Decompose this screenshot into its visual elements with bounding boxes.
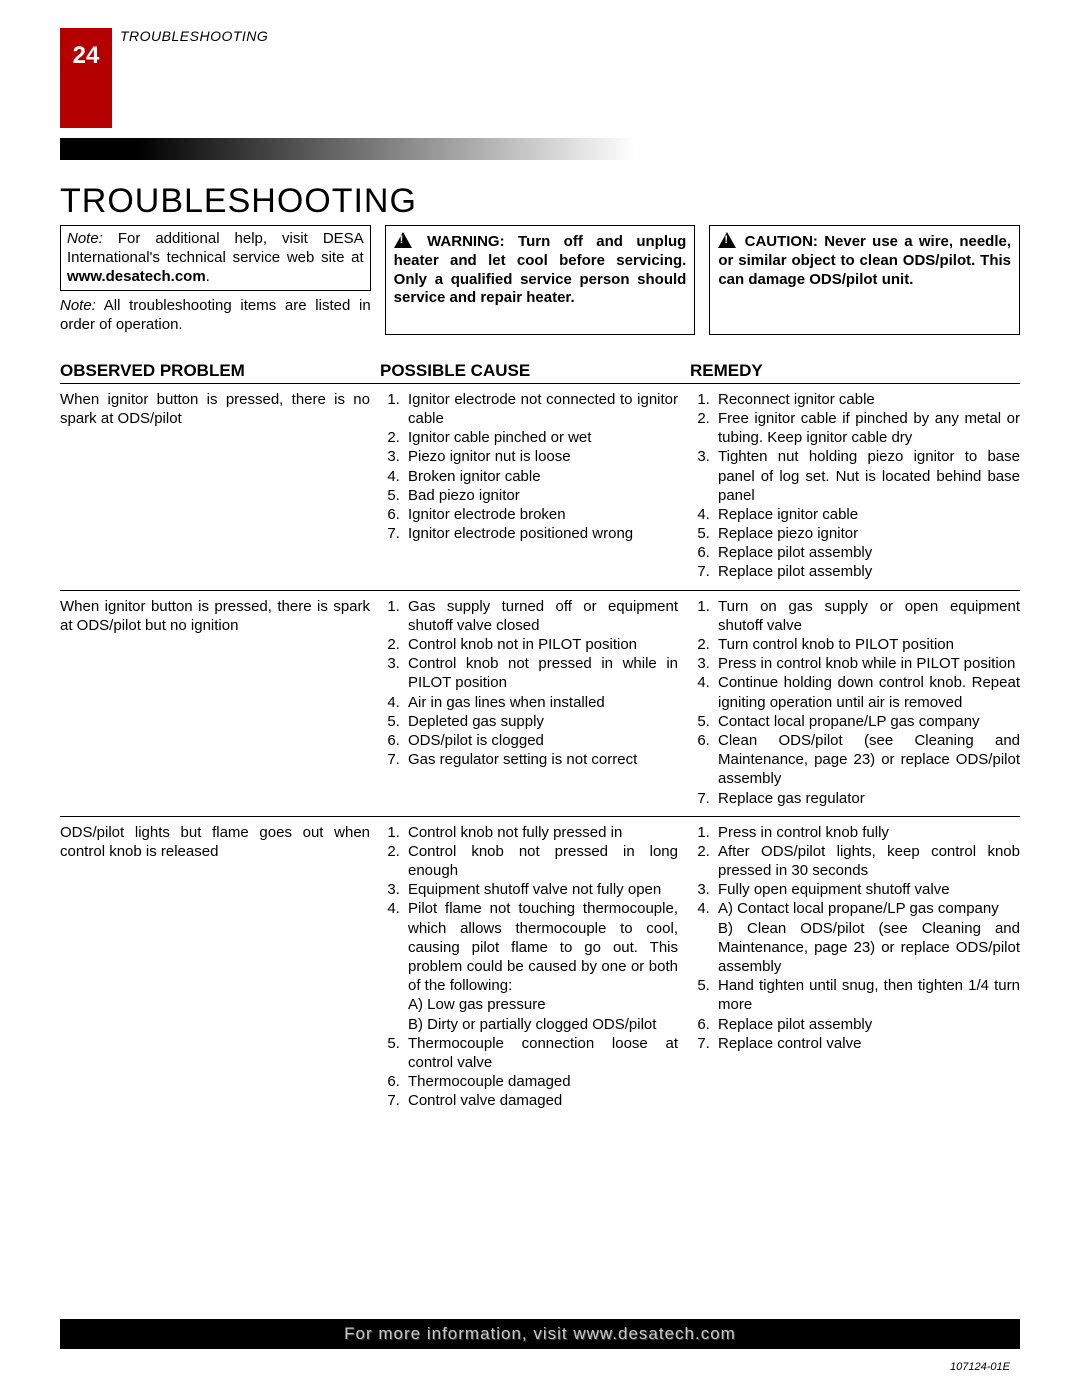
remedy-item: Turn on gas supply or open equipment shu… (714, 597, 1020, 635)
cause-list: Ignitor electrode not connected to ignit… (380, 390, 678, 544)
remedy-item: Hand tighten until snug, then tighten 1/… (714, 976, 1020, 1014)
remedy-item: After ODS/pilot lights, keep control kno… (714, 842, 1020, 880)
cause-item: Depleted gas supply (404, 712, 678, 731)
caution-text: CAUTION: Never use a wire, needle, or si… (718, 233, 1011, 288)
remedy-item: Press in control knob fully (714, 823, 1020, 842)
remedy-item: Replace pilot assembly (714, 1015, 1020, 1034)
remedy-item: Clean ODS/pilot (see Cleaning and Mainte… (714, 731, 1020, 789)
cause-item: Bad piezo ignitor (404, 486, 678, 505)
table-row: When ignitor button is pressed, there is… (60, 384, 1020, 591)
cause-item: Ignitor electrode not connected to ignit… (404, 390, 678, 428)
cause-item: Control knob not fully pressed in (404, 823, 678, 842)
possible-cause-cell: Gas supply turned off or equipment shuto… (380, 597, 690, 808)
remedy-item: Replace gas regulator (714, 789, 1020, 808)
cause-item: Broken ignitor cable (404, 467, 678, 486)
table-row: When ignitor button is pressed, there is… (60, 591, 1020, 817)
footer-bar: For more information, visit www.desatech… (60, 1319, 1020, 1349)
page-number-box: 24 (60, 28, 112, 128)
cause-item: ODS/pilot is clogged (404, 731, 678, 750)
cause-item: Ignitor electrode positioned wrong (404, 524, 678, 543)
page-number: 24 (73, 42, 100, 70)
observed-problem: When ignitor button is pressed, there is… (60, 390, 380, 582)
remedy-item: Replace piezo ignitor (714, 524, 1020, 543)
page: 24 TROUBLESHOOTING TROUBLESHOOTING Note:… (0, 0, 1080, 1119)
cause-item: Control knob not pressed in long enough (404, 842, 678, 880)
caution-box: CAUTION: Never use a wire, needle, or si… (709, 225, 1020, 335)
header-cause: POSSIBLE CAUSE (380, 361, 690, 381)
cause-item: Air in gas lines when installed (404, 693, 678, 712)
cause-item: Equipment shutoff valve not fully open (404, 880, 678, 899)
remedy-item: Replace pilot assembly (714, 543, 1020, 562)
cause-item: Ignitor cable pinched or wet (404, 428, 678, 447)
remedy-item: Contact local propane/LP gas company (714, 712, 1020, 731)
remedy-item: Replace pilot assembly (714, 562, 1020, 581)
cause-list: Control knob not fully pressed inControl… (380, 823, 678, 1111)
observed-problem: When ignitor button is pressed, there is… (60, 597, 380, 808)
remedy-item: Reconnect ignitor cable (714, 390, 1020, 409)
section-title: TROUBLESHOOTING (60, 182, 1020, 221)
note-box: Note: For additional help, visit DESA In… (60, 225, 371, 291)
cause-item: Thermocouple damaged (404, 1072, 678, 1091)
remedy-item: Fully open equipment shutoff valve (714, 880, 1020, 899)
header-gradient-bar (60, 138, 1020, 160)
cause-item: Piezo ignitor nut is loose (404, 447, 678, 466)
intro-col-warning: WARNING: Turn off and unplug heater and … (385, 225, 696, 335)
remedy-item: Turn control knob to PILOT position (714, 635, 1020, 654)
header-remedy: REMEDY (690, 361, 1020, 381)
possible-cause-cell: Control knob not fully pressed inControl… (380, 823, 690, 1111)
remedy-item: Press in control knob while in PILOT pos… (714, 654, 1020, 673)
running-head: TROUBLESHOOTING (120, 28, 268, 44)
remedy-item: Tighten nut holding piezo ignitor to bas… (714, 447, 1020, 505)
document-id: 107124-01E (950, 1361, 1010, 1373)
cause-item: Control knob not in PILOT position (404, 635, 678, 654)
cause-item: Gas supply turned off or equipment shuto… (404, 597, 678, 635)
warning-text: WARNING: Turn off and unplug heater and … (394, 233, 687, 306)
note-body: For additional help, visit DESA Internat… (67, 230, 364, 266)
intro-row: Note: For additional help, visit DESA In… (60, 225, 1020, 335)
order-note-prefix: Note: (60, 297, 96, 314)
table-header-row: OBSERVED PROBLEM POSSIBLE CAUSE REMEDY (60, 361, 1020, 384)
table-body: When ignitor button is pressed, there is… (60, 384, 1020, 1119)
remedy-cell: Turn on gas supply or open equipment shu… (690, 597, 1020, 808)
remedy-cell: Press in control knob fullyAfter ODS/pil… (690, 823, 1020, 1111)
remedy-item: A) Contact local propane/LP gas companyB… (714, 899, 1020, 976)
warning-icon (394, 232, 412, 248)
warning-box: WARNING: Turn off and unplug heater and … (385, 225, 696, 335)
caution-icon (718, 232, 736, 248)
observed-problem: ODS/pilot lights but flame goes out when… (60, 823, 380, 1111)
order-note-body: All troubleshooting items are listed in … (60, 297, 371, 333)
cause-item: Ignitor electrode broken (404, 505, 678, 524)
remedy-list: Reconnect ignitor cableFree ignitor cabl… (690, 390, 1020, 582)
troubleshooting-table: OBSERVED PROBLEM POSSIBLE CAUSE REMEDY W… (60, 361, 1020, 1119)
header-observed: OBSERVED PROBLEM (60, 361, 380, 381)
note-link: www.desatech.com (67, 268, 206, 285)
remedy-item: Replace control valve (714, 1034, 1020, 1053)
cause-list: Gas supply turned off or equipment shuto… (380, 597, 678, 770)
cause-item: Gas regulator setting is not correct (404, 750, 678, 769)
remedy-item: Continue holding down control knob. Repe… (714, 673, 1020, 711)
cause-item: Control knob not pressed in while in PIL… (404, 654, 678, 692)
possible-cause-cell: Ignitor electrode not connected to ignit… (380, 390, 690, 582)
table-row: ODS/pilot lights but flame goes out when… (60, 817, 1020, 1119)
remedy-list: Press in control knob fullyAfter ODS/pil… (690, 823, 1020, 1053)
remedy-item: Free ignitor cable if pinched by any met… (714, 409, 1020, 447)
cause-item: Control valve damaged (404, 1091, 678, 1110)
intro-col-notes: Note: For additional help, visit DESA In… (60, 225, 371, 335)
cause-item: Thermocouple connection loose at control… (404, 1034, 678, 1072)
cause-item: Pilot flame not touching thermocouple, w… (404, 899, 678, 1033)
note-prefix: Note: (67, 230, 103, 247)
remedy-cell: Reconnect ignitor cableFree ignitor cabl… (690, 390, 1020, 582)
note-suffix: . (206, 268, 210, 285)
remedy-list: Turn on gas supply or open equipment shu… (690, 597, 1020, 808)
page-header: 24 TROUBLESHOOTING (60, 28, 1020, 128)
intro-col-caution: CAUTION: Never use a wire, needle, or si… (709, 225, 1020, 335)
order-note: Note: All troubleshooting items are list… (60, 297, 371, 335)
remedy-item: Replace ignitor cable (714, 505, 1020, 524)
